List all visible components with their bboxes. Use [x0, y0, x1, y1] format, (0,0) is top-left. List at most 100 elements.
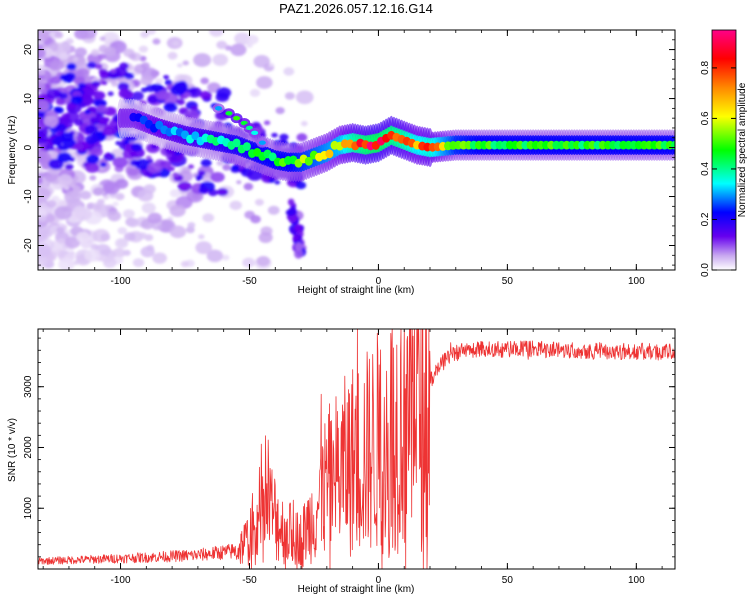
spectrogram-cell	[58, 174, 73, 186]
spectrogram-ridge-core	[191, 131, 200, 141]
spectrogram-cell	[58, 258, 75, 270]
spectrogram-cell	[84, 249, 101, 262]
spectrogram-cell	[187, 222, 196, 229]
spectrogram-cell	[58, 52, 69, 60]
spectrogram-cell	[173, 81, 189, 92]
spectrogram-cell	[38, 177, 43, 185]
spectrogram-cell	[63, 185, 70, 191]
spectrogram-cell	[156, 90, 170, 101]
spectrogram-cell	[172, 40, 180, 47]
spectrogram-cell	[212, 53, 229, 66]
spectrogram-cell	[154, 172, 161, 177]
spectrogram-cell	[112, 156, 128, 168]
spectrogram-cell	[92, 187, 104, 196]
spectrogram-ridge-core	[232, 138, 241, 148]
spectrogram-cell	[70, 96, 83, 105]
spectrogram-cell	[112, 248, 126, 259]
spectrogram-cell	[294, 242, 303, 252]
spectrogram-cell	[87, 52, 103, 65]
spectrogram-cell	[200, 77, 209, 85]
spectrogram-cell	[147, 162, 163, 174]
spectrogram-cell	[268, 62, 275, 67]
spectrogram-cell	[43, 115, 59, 127]
spectrogram-cell	[177, 63, 183, 68]
spectrogram-cell	[134, 158, 150, 170]
spectrogram-cell	[222, 254, 230, 261]
spectrogram-cell	[102, 181, 120, 195]
spectrogram-cell	[172, 172, 180, 178]
spectrogram-cell	[202, 213, 215, 223]
spectrogram-cell	[65, 38, 74, 45]
spectrogram-cell	[123, 232, 136, 242]
spectrogram-cell	[140, 62, 150, 70]
spectrogram-cell	[130, 143, 143, 152]
spectrogram-cell	[101, 80, 108, 85]
spectrogram-cell	[61, 113, 71, 120]
spectrogram-ridge-core	[242, 142, 251, 151]
spectrogram-cell	[168, 166, 175, 172]
spectrogram-cell	[84, 109, 91, 115]
spectrogram-cell	[199, 90, 212, 100]
spectrogram-cell	[231, 164, 240, 171]
spectrogram-cell	[38, 130, 44, 138]
spectrogram-cell	[229, 200, 242, 211]
spectrogram-cell	[93, 91, 106, 100]
spectrogram-cell	[103, 117, 110, 122]
spectrogram-cell	[38, 47, 46, 59]
spectrogram-cell	[195, 241, 213, 255]
snr-ytick-label: 3000	[23, 375, 34, 398]
spectrogram-cell	[146, 30, 156, 35]
spectrogram-cell	[138, 232, 147, 240]
spectrogram-cell	[86, 154, 100, 164]
colorbar-gradient	[711, 29, 737, 271]
spectrogram-cell	[103, 194, 110, 200]
spectrogram-cell	[254, 198, 264, 206]
spectrogram-cell	[247, 169, 263, 181]
spectrogram-cell	[79, 30, 97, 40]
snr-xtick-label: 50	[502, 575, 514, 586]
spectrogram-cell	[295, 181, 307, 190]
spectrogram-cell	[90, 49, 100, 57]
spectrogram-ytick-label: 0	[23, 144, 34, 150]
spectrogram-cell	[242, 257, 256, 268]
spectrogram-cell	[59, 126, 67, 132]
colorbar-label: Normalized spectral amplitude	[737, 82, 748, 217]
spectrogram-cell	[268, 178, 275, 183]
spectrogram-cell	[128, 53, 137, 60]
spectrogram-cell	[38, 243, 52, 257]
spectrogram-x-label: Height of straight line (km)	[298, 285, 415, 296]
spectrogram-cell	[38, 215, 47, 223]
snr-frame	[37, 328, 676, 570]
spectrogram-cell	[180, 260, 189, 268]
spectrogram-cell	[216, 87, 232, 99]
spectrogram-cell	[197, 170, 206, 177]
snr-xtick-label: 0	[376, 575, 382, 586]
spectrogram-cell	[216, 40, 228, 50]
spectrogram-cell	[140, 75, 153, 86]
snr-xtick-label: -50	[242, 575, 257, 586]
spectrogram-ytick-label: -20	[23, 238, 34, 253]
spectrogram-cell	[206, 249, 224, 263]
colorbar-tick-label: 0.6	[700, 111, 711, 125]
spectrogram-cell	[89, 175, 97, 181]
snr-x-axis: -100 -50 0 50 100	[42, 329, 663, 586]
spectrogram-cell	[296, 133, 308, 142]
spectrogram-xtick-label: 50	[502, 276, 514, 287]
spectrogram-cell	[292, 234, 299, 242]
spectrogram-cell	[183, 92, 192, 98]
spectrogram-cell	[99, 162, 107, 168]
snr-x-label: Height of straight line (km)	[298, 584, 415, 595]
spectrogram-branch-core	[215, 106, 223, 111]
spectrogram-cell	[195, 176, 202, 181]
spectrogram-cell	[274, 180, 281, 185]
spectrogram-cell	[147, 95, 159, 104]
spectrogram-cell	[115, 192, 125, 201]
spectrogram-cell	[167, 51, 178, 60]
spectrogram-cell	[48, 158, 64, 170]
spectrogram-cell	[152, 38, 161, 45]
spectrogram-cell	[74, 47, 87, 57]
spectrogram-cell	[137, 189, 154, 202]
colorbar-tick-label: 0.8	[700, 61, 711, 75]
spectrogram-cell	[198, 186, 209, 194]
spectrogram-cell	[38, 100, 50, 112]
